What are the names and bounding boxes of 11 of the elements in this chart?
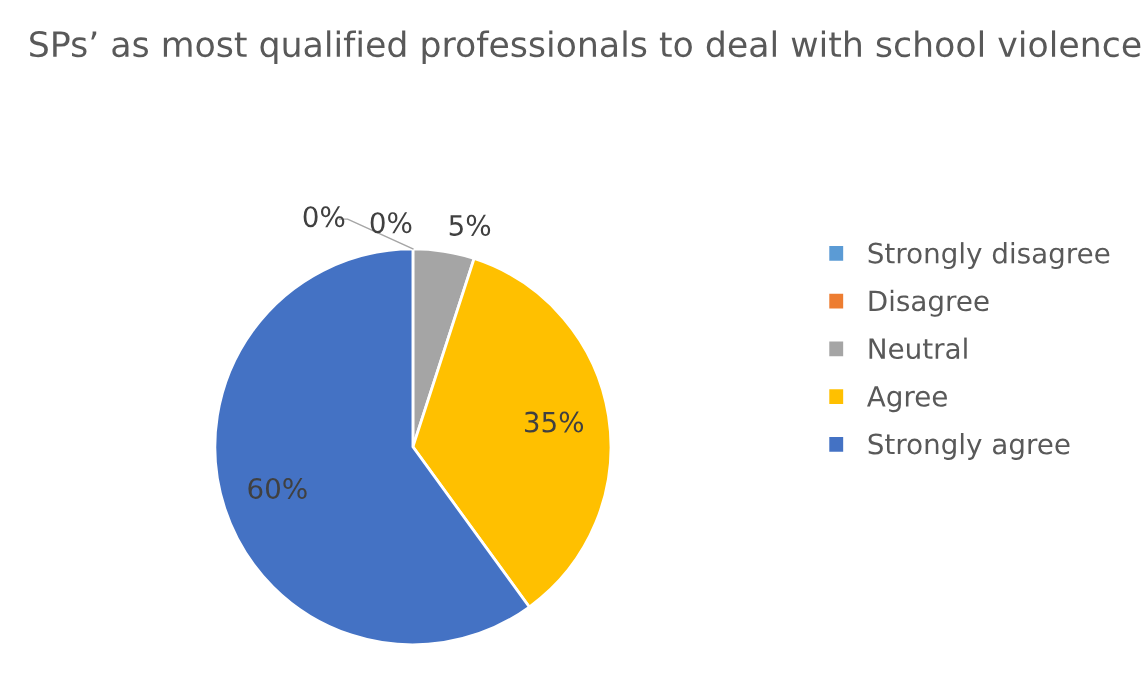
data-label: 35%	[524, 411, 584, 433]
text: 0%	[370, 212, 412, 234]
legend-label: Agree	[867, 386, 947, 413]
data-label: 5%	[449, 214, 491, 236]
legend-label: Neutral	[869, 337, 967, 360]
data-label: 60%	[248, 477, 307, 499]
legend-label: Strongly agree	[868, 432, 1070, 460]
legend-label: Strongly disagree	[868, 242, 1110, 270]
chart-title: SPs’ as most qualified professionals to deal with school violence	[30, 30, 1141, 64]
legend-label: Disagree	[869, 289, 989, 317]
text: 0%	[303, 206, 345, 228]
